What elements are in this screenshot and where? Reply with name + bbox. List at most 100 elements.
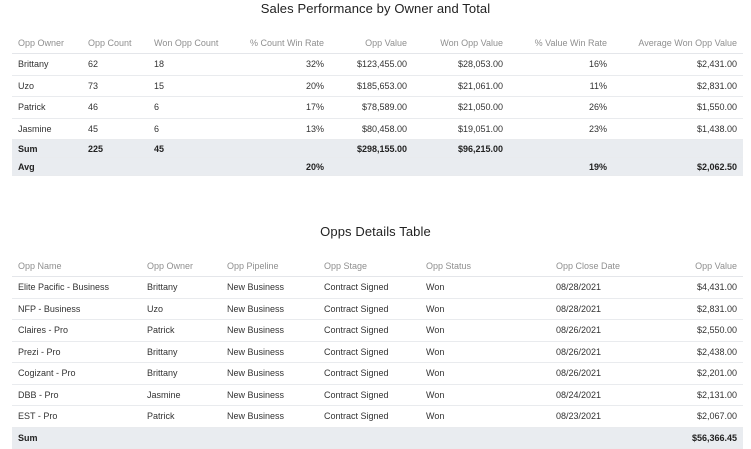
table-row[interactable]: Uzo 73 15 20% $185,653.00 $21,061.00 11%… [12, 75, 743, 97]
sum-cell [141, 427, 221, 449]
sales-performance-table: Opp Owner Opp Count Won Opp Count % Coun… [12, 32, 743, 176]
table-row[interactable]: Jasmine 45 6 13% $80,458.00 $19,051.00 2… [12, 118, 743, 140]
table-cell: Contract Signed [318, 384, 420, 406]
table-row[interactable]: Brittany 62 18 32% $123,455.00 $28,053.0… [12, 53, 743, 76]
table-cell: Uzo [12, 75, 82, 97]
table-cell: $1,438.00 [613, 118, 743, 140]
table-cell: Won [420, 405, 550, 428]
table-cell: $19,051.00 [413, 118, 509, 140]
table-cell: 08/26/2021 [550, 362, 660, 385]
table-cell: New Business [221, 276, 318, 299]
sum-cell: 225 [82, 139, 148, 158]
table-cell: 32% [243, 53, 330, 76]
column-header[interactable]: Opp Value [660, 255, 743, 277]
table-cell: Brittany [12, 53, 82, 76]
table-row[interactable]: Elite Pacific - Business Brittany New Bu… [12, 276, 743, 299]
sum-cell [243, 139, 330, 158]
column-header[interactable]: Opp Name [12, 255, 141, 277]
perf-table-title: Sales Performance by Owner and Total [260, 1, 491, 16]
table-cell: New Business [221, 298, 318, 320]
column-header[interactable]: Won Opp Count [148, 32, 243, 54]
sum-cell [420, 427, 550, 449]
column-header[interactable]: Opp Owner [12, 32, 82, 54]
column-header[interactable]: Opp Status [420, 255, 550, 277]
sum-cell: $96,215.00 [413, 139, 509, 158]
avg-row: Avg 20% 19% $2,062.50 [12, 157, 743, 176]
table-cell: 23% [509, 118, 613, 140]
table-cell: NFP - Business [12, 298, 141, 320]
sum-cell [221, 427, 318, 449]
table-cell: 08/24/2021 [550, 384, 660, 406]
column-header[interactable]: Opp Owner [141, 255, 221, 277]
table-cell: 11% [509, 75, 613, 97]
table-row[interactable]: NFP - Business Uzo New Business Contract… [12, 298, 743, 320]
column-header[interactable]: Opp Count [82, 32, 148, 54]
table-cell: Brittany [141, 276, 221, 299]
table-cell: Patrick [141, 319, 221, 342]
table-cell: 45 [82, 118, 148, 140]
avg-cell [82, 157, 148, 176]
sum-cell [509, 139, 613, 158]
sum-row: Sum $56,366.45 [12, 427, 743, 449]
table-cell: $2,831.00 [613, 75, 743, 97]
sum-cell: $56,366.45 [660, 427, 743, 449]
table-cell: 6 [148, 118, 243, 140]
table-row[interactable]: DBB - Pro Jasmine New Business Contract … [12, 384, 743, 406]
table-row[interactable]: Cogizant - Pro Brittany New Business Con… [12, 362, 743, 385]
table-row[interactable]: EST - Pro Patrick New Business Contract … [12, 405, 743, 428]
table-cell: $2,550.00 [660, 319, 743, 342]
table-cell: Prezi - Pro [12, 341, 141, 363]
table-cell: New Business [221, 362, 318, 385]
table-cell: $78,589.00 [330, 96, 413, 119]
table-cell: 16% [509, 53, 613, 76]
table-cell: $1,550.00 [613, 96, 743, 119]
avg-label: Avg [12, 157, 82, 176]
column-header[interactable]: Opp Stage [318, 255, 420, 277]
table-cell: 46 [82, 96, 148, 119]
table-row[interactable]: Claires - Pro Patrick New Business Contr… [12, 319, 743, 342]
column-header[interactable]: Opp Value [330, 32, 413, 54]
table-cell: 17% [243, 96, 330, 119]
table-cell: Won [420, 298, 550, 320]
table-cell: $21,050.00 [413, 96, 509, 119]
table-cell: Patrick [12, 96, 82, 119]
table-cell: $4,431.00 [660, 276, 743, 299]
table-cell: New Business [221, 384, 318, 406]
table-cell: $2,131.00 [660, 384, 743, 406]
column-header[interactable]: Opp Close Date [550, 255, 660, 277]
table-cell: Contract Signed [318, 298, 420, 320]
opps-details-table: Opp Name Opp Owner Opp Pipeline Opp Stag… [12, 255, 743, 449]
avg-cell [148, 157, 243, 176]
table-cell: EST - Pro [12, 405, 141, 428]
column-header[interactable]: Opp Pipeline [221, 255, 318, 277]
table-cell: $2,431.00 [613, 53, 743, 76]
table-cell: 08/26/2021 [550, 341, 660, 363]
table-cell: $2,438.00 [660, 341, 743, 363]
table-cell: New Business [221, 319, 318, 342]
table-cell: 08/26/2021 [550, 319, 660, 342]
table-cell: Won [420, 341, 550, 363]
column-header[interactable]: % Count Win Rate [243, 32, 330, 54]
column-header[interactable]: % Value Win Rate [509, 32, 613, 54]
table-cell: 08/28/2021 [550, 276, 660, 299]
sum-label: Sum [12, 427, 141, 449]
column-header[interactable]: Won Opp Value [413, 32, 509, 54]
column-header[interactable]: Average Won Opp Value [613, 32, 743, 54]
table-cell: Won [420, 276, 550, 299]
perf-header-row: Opp Owner Opp Count Won Opp Count % Coun… [12, 32, 743, 54]
table-row[interactable]: Patrick 46 6 17% $78,589.00 $21,050.00 2… [12, 96, 743, 119]
table-cell: Contract Signed [318, 319, 420, 342]
table-cell: Elite Pacific - Business [12, 276, 141, 299]
table-cell: New Business [221, 405, 318, 428]
table-cell: DBB - Pro [12, 384, 141, 406]
table-row[interactable]: Prezi - Pro Brittany New Business Contra… [12, 341, 743, 363]
table-cell: 73 [82, 75, 148, 97]
sum-label: Sum [12, 139, 82, 158]
table-cell: 08/28/2021 [550, 298, 660, 320]
table-cell: Cogizant - Pro [12, 362, 141, 385]
table-cell: Contract Signed [318, 405, 420, 428]
table-cell: Brittany [141, 341, 221, 363]
table-cell: Won [420, 384, 550, 406]
sum-cell: $298,155.00 [330, 139, 413, 158]
sum-row: Sum 225 45 $298,155.00 $96,215.00 [12, 139, 743, 158]
